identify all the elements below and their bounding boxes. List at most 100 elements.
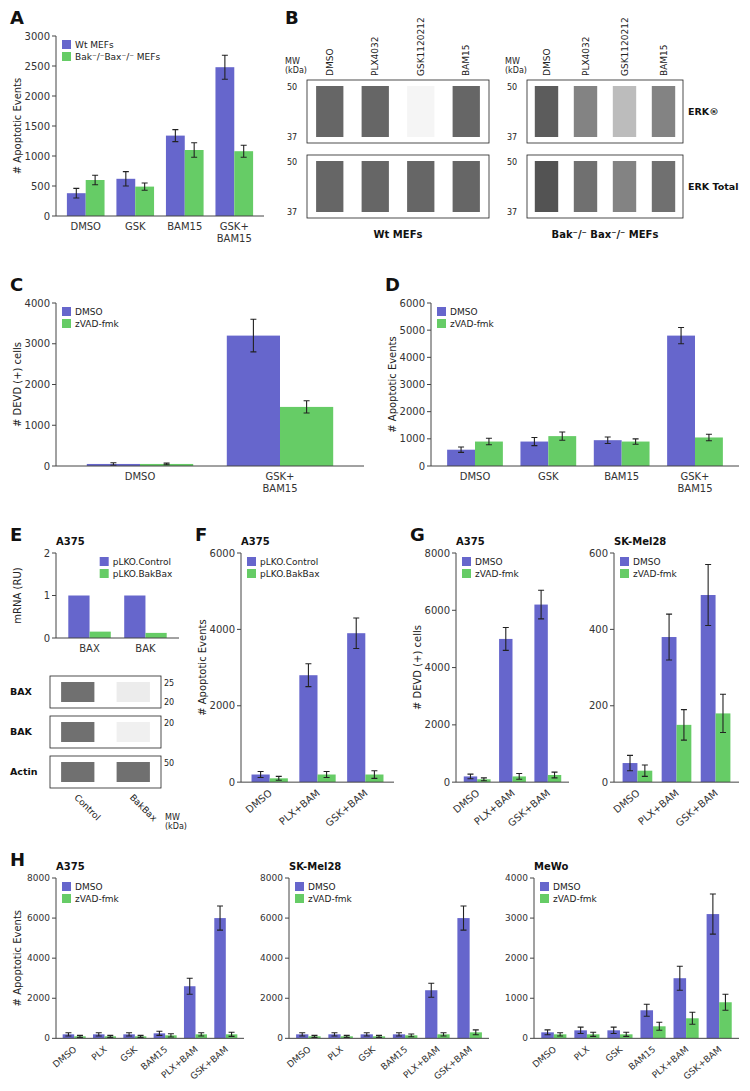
x-tick-label: GSK (538, 471, 559, 482)
legend-swatch (437, 319, 446, 328)
blot-frame (527, 155, 683, 218)
legend-label: pLKO.Control (260, 557, 318, 567)
legend-swatch (62, 52, 71, 61)
y-tick (285, 1038, 289, 1039)
blot-band (316, 86, 343, 137)
error-bar (371, 771, 377, 779)
error-bar (458, 447, 464, 452)
y-tick-label: 1000 (400, 433, 425, 444)
x-tick-label: DMSO (51, 1044, 78, 1069)
marks (252, 618, 384, 782)
legend-swatch (437, 307, 446, 316)
lane-label: BakBax (128, 792, 160, 824)
error-bar (578, 1027, 584, 1033)
marks (68, 596, 166, 639)
blot-row-label: ERK Total (688, 181, 738, 192)
panel-title: MeWo (534, 861, 568, 872)
y-tick (52, 1038, 56, 1039)
y-tick-label: 2000 (25, 379, 50, 390)
legend-swatch (540, 894, 549, 903)
error-bar (705, 564, 711, 625)
y-tick (52, 918, 56, 919)
y-tick (452, 667, 456, 668)
bar-panel: HA375# Apoptotic Events02000400060008000… (10, 849, 244, 1082)
error-bar (396, 1033, 402, 1036)
mw-title: MW(kDa) (505, 57, 527, 75)
blot-band (652, 86, 675, 137)
y-tick-label: 2500 (25, 61, 50, 72)
y-tick-label: 600 (589, 548, 608, 559)
panel-letter: C (10, 274, 23, 295)
mw-title: MW(kDa) (165, 813, 187, 831)
y-tick (52, 156, 56, 157)
legend-label: pLKO.BakBax (260, 569, 320, 579)
y-tick (452, 553, 456, 554)
y-tick-label: 0 (44, 211, 50, 222)
mw-title: MW(kDa) (285, 57, 307, 75)
error-bar (428, 983, 434, 997)
mw-label: 37 (507, 133, 517, 142)
y-tick (427, 303, 431, 304)
y-tick-label: 2000 (425, 719, 450, 730)
bar (594, 440, 622, 466)
legend-label: zVAD-fmk (75, 894, 120, 904)
y-tick (52, 553, 56, 554)
x-tick-label: GSK+BAM (188, 1044, 230, 1081)
error-bar (217, 906, 223, 930)
error-bar (73, 188, 79, 198)
x-axis (56, 638, 179, 639)
y-axis-label: # DEVD (+) cells (412, 625, 423, 710)
error-bar (156, 1031, 162, 1035)
bar (622, 442, 650, 466)
blot-title: Bak⁻/⁻ Bax⁻/⁻ MEFs (552, 229, 659, 240)
y-axis (614, 553, 615, 782)
y-tick-label: 8000 (260, 873, 283, 883)
error-bar (107, 1035, 113, 1037)
y-tick (610, 629, 614, 630)
y-tick (427, 357, 431, 358)
legend: DMSOzVAD-fmk (620, 557, 678, 579)
lane-label: GSK1120212 (620, 17, 630, 76)
panel-letter: B (285, 7, 299, 28)
blot-frame (527, 80, 683, 143)
panel-title: A375 (56, 861, 85, 872)
blot-band (652, 161, 675, 212)
text-line: GSK+ (220, 221, 249, 232)
error-bar (689, 1012, 695, 1024)
error-bar (481, 778, 487, 781)
bar (215, 67, 234, 216)
y-tick (530, 998, 534, 999)
x-tick-label: PLX (572, 1044, 591, 1062)
x-axis (614, 782, 739, 783)
panel-letter: D (385, 274, 400, 295)
lane-label: BAM15 (461, 44, 471, 76)
y-axis (534, 878, 535, 1038)
error-bar (110, 463, 116, 465)
text-line: MW (285, 57, 300, 66)
blot-band (407, 161, 434, 212)
bar (695, 437, 723, 466)
mw-label: 37 (507, 208, 517, 217)
bar (227, 336, 280, 466)
legend-label: DMSO (75, 307, 103, 317)
legend-label: DMSO (450, 307, 478, 317)
error-bar (722, 994, 728, 1010)
blot-band (574, 161, 597, 212)
error-bar (198, 1033, 204, 1036)
blot-band (61, 722, 94, 742)
error-bar (677, 966, 683, 990)
y-tick-label: 8000 (27, 873, 50, 883)
panel-title: A375 (241, 536, 270, 547)
bar (667, 336, 695, 466)
error-bar (531, 437, 537, 445)
error-bar (538, 590, 544, 619)
error-bar (441, 1033, 447, 1036)
blot-frame (50, 716, 161, 748)
legend-label: zVAD-fmk (75, 319, 120, 329)
x-tick-label: GSK+BAM15 (262, 471, 297, 494)
blot-panel: ERK®5037ERK Total5037DMSOPLX4032GSK11202… (505, 17, 738, 240)
blot-band (362, 161, 389, 212)
x-tick-label: GSK (604, 1044, 626, 1064)
legend-label: DMSO (475, 557, 503, 567)
x-tick-label: GSK+BAM (682, 1044, 724, 1081)
